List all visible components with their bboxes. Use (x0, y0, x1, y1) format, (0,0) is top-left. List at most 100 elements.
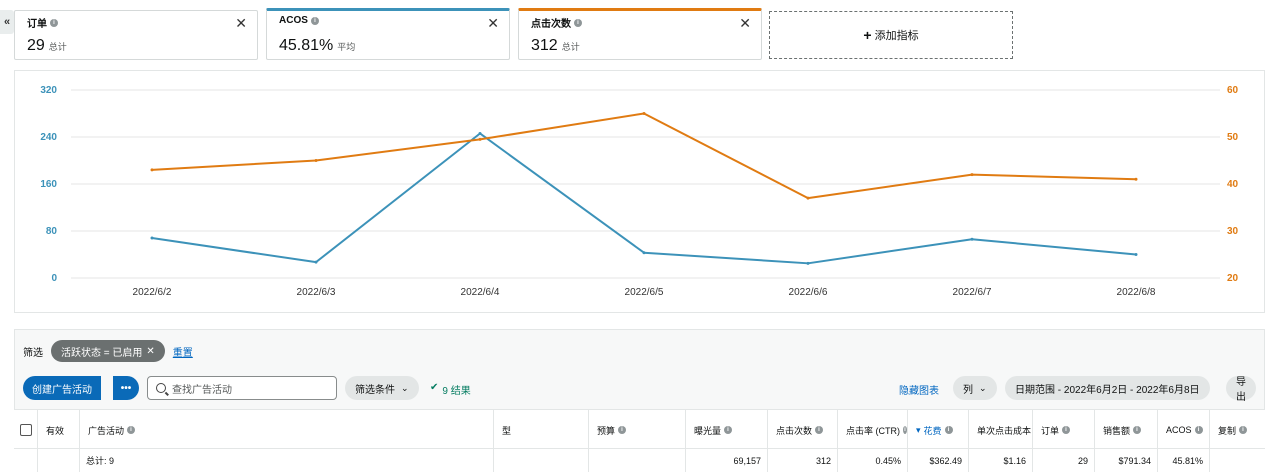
column-header-ctr[interactable]: 点击率 (CTR) i (838, 410, 908, 450)
x-tick-label: 2022/6/6 (789, 287, 828, 298)
columns-label: 列 (963, 384, 973, 396)
chevron-down-icon: ⌄ (401, 382, 409, 393)
info-icon[interactable]: i (1062, 426, 1071, 434)
close-icon[interactable]: ✕ (487, 15, 499, 31)
data-point (478, 131, 482, 135)
reset-filters-link[interactable]: 重置 (172, 347, 193, 359)
column-header-cpc[interactable]: 单次点击成本 (969, 410, 1033, 450)
line-chart: 0 80 160 240 320 20 30 40 50 60 2022/6/2 2022/6/3 20… (40, 85, 1239, 298)
metric-title: ACOS (279, 15, 308, 26)
chevron-down-icon: ⌄ (979, 382, 987, 393)
totals-acos: 45.81% (1158, 449, 1210, 472)
column-header-campaign[interactable]: 广告活动 i (80, 410, 494, 450)
column-header-copy[interactable]: 复制 i (1210, 410, 1265, 450)
info-icon[interactable]: i (310, 16, 319, 25)
more-actions-button[interactable]: ••• (113, 376, 139, 400)
filter-label: 筛选 (23, 347, 43, 359)
totals-impressions: 69,157 (686, 449, 768, 472)
info-icon[interactable]: i (903, 426, 907, 434)
filter-chip-active-status[interactable]: 活跃状态 = 已启用 ✕ (51, 340, 165, 362)
date-range-label: 日期范围 - 2022年6月2日 - 2022年6月8日 (1015, 384, 1200, 396)
close-icon[interactable]: ✕ (739, 15, 751, 31)
y-right-tick-label: 30 (1227, 226, 1239, 237)
info-icon[interactable]: i (944, 426, 953, 434)
data-point (806, 261, 810, 265)
search-campaign-input[interactable]: 查找广告活动 (147, 376, 337, 400)
x-tick-label: 2022/6/4 (461, 287, 500, 298)
metric-card-acos[interactable]: ACOS i ✕ 45.81% 平均 (266, 8, 510, 60)
info-icon[interactable]: i (50, 18, 58, 27)
totals-orders: 29 (1033, 449, 1095, 472)
data-point (314, 260, 318, 264)
y-right-tick-label: 40 (1227, 179, 1239, 190)
search-icon (156, 383, 166, 393)
totals-sales: $791.34 (1095, 449, 1158, 472)
metric-title: 订单 (27, 19, 47, 30)
info-icon[interactable]: i (1133, 426, 1142, 434)
y-left-tick-label: 0 (51, 273, 57, 284)
table-header: 有效 广告活动 i 型 预算 i 曝光量 i 点击次数 i 点击率 (CTR) i ▾ 花费… (14, 409, 1265, 450)
filter-conditions-label: 筛选条件 (355, 384, 395, 396)
metric-card-orders[interactable]: 订单 i ✕ 29 总计 (14, 10, 258, 60)
hide-chart-link[interactable]: 隐藏图表 (899, 386, 939, 397)
column-header-orders[interactable]: 订单 i (1033, 410, 1095, 450)
info-icon[interactable]: i (618, 426, 627, 434)
totals-label: 总计: 9 (80, 449, 494, 472)
data-point (1134, 253, 1138, 256)
metric-sub: 总计 (48, 42, 67, 52)
select-all-checkbox[interactable] (19, 424, 32, 436)
info-icon[interactable]: i (1194, 426, 1203, 434)
info-icon[interactable]: i (574, 18, 582, 27)
y-left-tick-label: 320 (40, 85, 57, 96)
close-icon[interactable]: ✕ (146, 345, 155, 357)
x-tick-label: 2022/6/7 (953, 287, 992, 298)
add-metric-label: 添加指标 (874, 30, 919, 42)
collapse-panel-button[interactable]: « (0, 10, 14, 34)
metric-value: 312 (531, 37, 558, 54)
totals-cpc: $1.16 (969, 449, 1033, 472)
column-header-spend[interactable]: ▾ 花费 i (908, 410, 969, 450)
results-count: ✔ 9 结果 (430, 382, 471, 397)
data-point (642, 112, 646, 115)
column-header-sales[interactable]: 销售额 i (1095, 410, 1158, 450)
metric-title: 点击次数 (531, 19, 571, 30)
y-right-tick-label: 50 (1227, 132, 1239, 143)
data-point (314, 159, 318, 162)
data-point (150, 236, 154, 240)
series-line (151, 132, 1137, 265)
date-range-button[interactable]: 日期范围 - 2022年6月2日 - 2022年6月8日 (1005, 376, 1210, 400)
column-header-budget[interactable]: 预算 i (589, 410, 686, 450)
totals-ctr: 0.45% (838, 449, 908, 472)
column-header-acos[interactable]: ACOS i (1158, 410, 1210, 450)
info-icon[interactable]: i (724, 426, 733, 434)
export-button[interactable]: 导出 (1226, 376, 1256, 403)
x-tick-label: 2022/6/2 (133, 287, 172, 298)
y-right-tick-label: 20 (1227, 273, 1239, 284)
create-campaign-button[interactable]: 创建广告活动 (23, 376, 101, 400)
data-point (970, 237, 974, 241)
info-icon[interactable]: i (1239, 426, 1248, 434)
info-icon[interactable]: i (815, 426, 824, 434)
data-point (478, 137, 482, 141)
x-tick-label: 2022/6/5 (625, 287, 664, 298)
totals-spend: $362.49 (908, 449, 969, 472)
data-point (150, 168, 154, 172)
filter-conditions-button[interactable]: 筛选条件 ⌄ (345, 376, 419, 400)
export-label: 导出 (1236, 377, 1246, 403)
add-metric-button[interactable]: + 添加指标 (769, 11, 1013, 59)
table-row-totals: 总计: 9 69,157 312 0.45% $362.49 $1.16 29 … (14, 449, 1265, 472)
data-point (1134, 177, 1138, 181)
column-header-active[interactable]: 有效 (38, 410, 80, 450)
close-icon[interactable]: ✕ (235, 15, 247, 31)
info-icon[interactable]: i (127, 426, 136, 434)
x-tick-label: 2022/6/3 (297, 287, 336, 298)
metric-sub: 平均 (337, 42, 356, 52)
metric-card-clicks[interactable]: 点击次数 i ✕ 312 总计 (518, 8, 762, 60)
column-header-clicks[interactable]: 点击次数 i (768, 410, 838, 450)
data-point (642, 251, 646, 255)
data-point (970, 173, 974, 177)
column-header-impressions[interactable]: 曝光量 i (686, 410, 768, 450)
columns-button[interactable]: 列 ⌄ (953, 376, 997, 400)
column-header-type[interactable]: 型 (494, 410, 589, 450)
metric-sub: 总计 (561, 42, 580, 52)
